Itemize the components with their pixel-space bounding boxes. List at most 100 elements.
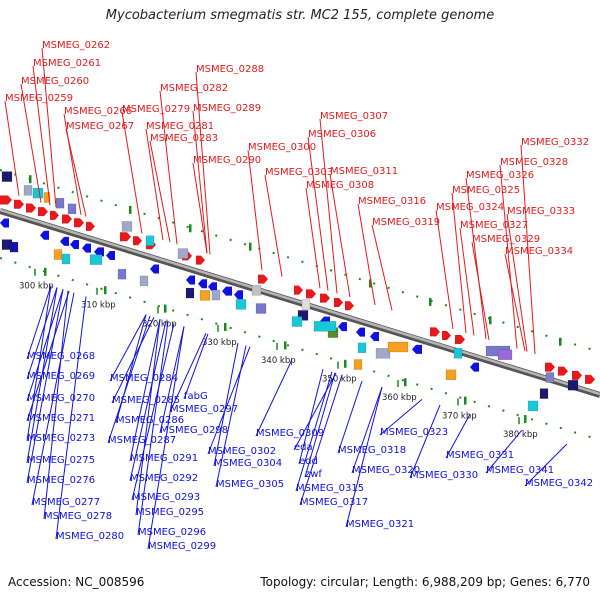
gene-label: MSMEG_0323 (380, 427, 448, 438)
label-leader-line (305, 187, 321, 289)
scale-label: 340 kbp (261, 356, 296, 366)
reverse-gene-arrow (338, 322, 347, 332)
gene-label: zwf (305, 469, 322, 480)
gene-label: MSMEG_0269 (27, 371, 95, 382)
feature-block (185, 287, 195, 299)
ring-tick (129, 205, 132, 214)
ring-tick (559, 337, 562, 346)
forward-gene-arrow (50, 210, 59, 220)
label-leader-line (351, 386, 383, 474)
feature-block (445, 369, 457, 381)
forward-gene-arrow (306, 289, 316, 299)
gene-label: MSMEG_0259 (5, 93, 73, 104)
gene-label: MSMEG_0287 (108, 435, 176, 446)
gene-label: MSMEG_0316 (358, 196, 426, 207)
forward-gene-arrow (572, 370, 582, 380)
forward-gene-arrow (133, 236, 142, 246)
gene-label: MSMEG_0302 (208, 446, 276, 457)
feature-block (357, 342, 367, 354)
label-leader-line (329, 173, 351, 298)
forward-gene-arrow (320, 293, 330, 303)
feature-block (121, 221, 133, 232)
label-leader-line (255, 359, 293, 437)
gene-label: MSMEG_0278 (44, 511, 112, 522)
label-leader-line (524, 443, 568, 487)
scale-label: 310 kbp (81, 301, 116, 311)
ring-tick (524, 415, 527, 424)
feature-block (313, 321, 337, 332)
forward-gene-arrow (74, 218, 84, 228)
label-leader-line (298, 368, 324, 465)
feature-block (211, 289, 221, 301)
gene-label: MSMEG_0284 (110, 373, 178, 384)
gene-label: MSMEG_0325 (452, 185, 520, 196)
label-leader-line (357, 203, 376, 306)
gene-label: MSMEG_0299 (148, 541, 216, 552)
label-leader-line (169, 332, 207, 413)
gene-label: MSMEG_0282 (160, 83, 228, 94)
reverse-gene-arrow (106, 251, 115, 261)
gene-label: MSMEG_0281 (146, 121, 214, 132)
label-leader-line (215, 345, 247, 488)
label-leader-line (129, 318, 161, 462)
feature-block (297, 310, 309, 321)
label-leader-line (445, 413, 471, 459)
label-leader-line (55, 296, 87, 540)
label-leader-line (26, 285, 52, 360)
label-leader-line (499, 164, 518, 349)
label-leader-line (213, 342, 239, 467)
feature-block (139, 275, 149, 287)
reverse-gene-arrow (234, 290, 243, 300)
gene-label: MSMEG_0307 (320, 111, 388, 122)
feature-block (539, 388, 549, 399)
forward-gene-arrow (345, 301, 354, 311)
reverse-gene-arrow (356, 327, 365, 337)
reverse-gene-arrow (412, 344, 422, 354)
feature-block (32, 187, 44, 199)
label-leader-line (26, 287, 58, 380)
gene-label: MSMEG_0341 (486, 465, 554, 476)
feature-block (23, 185, 33, 196)
feature-block (235, 299, 247, 310)
label-leader-line (371, 224, 393, 311)
label-leader-line (20, 83, 42, 203)
feature-block (199, 290, 211, 301)
gene-label: MSMEG_0328 (500, 157, 568, 168)
label-leader-line (4, 100, 20, 196)
label-leader-line (295, 371, 333, 492)
label-leader-line (32, 65, 51, 206)
feature-block (55, 197, 65, 209)
ring-tick (369, 279, 372, 288)
feature-block (61, 253, 71, 265)
forward-gene-arrow (258, 274, 268, 284)
forward-gene-arrow (120, 232, 131, 242)
label-leader-line (109, 314, 147, 382)
forward-gene-arrow (455, 335, 465, 345)
gene-label: MSMEG_0286 (116, 415, 184, 426)
label-leader-line (459, 227, 475, 336)
scale-label: 350 kbp (322, 375, 357, 385)
label-leader-line (107, 315, 151, 444)
gene-label: MSMEG_0260 (21, 76, 89, 87)
feature-block (527, 400, 539, 412)
label-leader-line (506, 213, 528, 352)
feature-block (497, 349, 513, 360)
label-leader-line (26, 289, 64, 484)
gene-label: MSMEG_0291 (130, 453, 198, 464)
reverse-gene-arrow (186, 275, 195, 285)
gene-label: MSMEG_0309 (256, 428, 324, 439)
gene-label: MSMEG_0268 (27, 351, 95, 362)
gene-label: MSMEG_0306 (308, 129, 376, 140)
label-leader-line (307, 136, 329, 291)
forward-gene-arrow (26, 203, 36, 213)
gene-label: MSMEG_0283 (150, 133, 218, 144)
gene-label: MSMEG_0333 (507, 206, 575, 217)
label-leader-line (135, 319, 161, 516)
gene-label: MSMEG_0262 (42, 40, 110, 51)
label-leader-line (293, 372, 337, 451)
label-leader-line (471, 241, 490, 341)
feature-block (117, 268, 127, 280)
label-leader-line (41, 47, 57, 208)
accession-label: Accession: NC_008596 (8, 575, 145, 589)
scale-label: 370 kbp (442, 411, 477, 421)
